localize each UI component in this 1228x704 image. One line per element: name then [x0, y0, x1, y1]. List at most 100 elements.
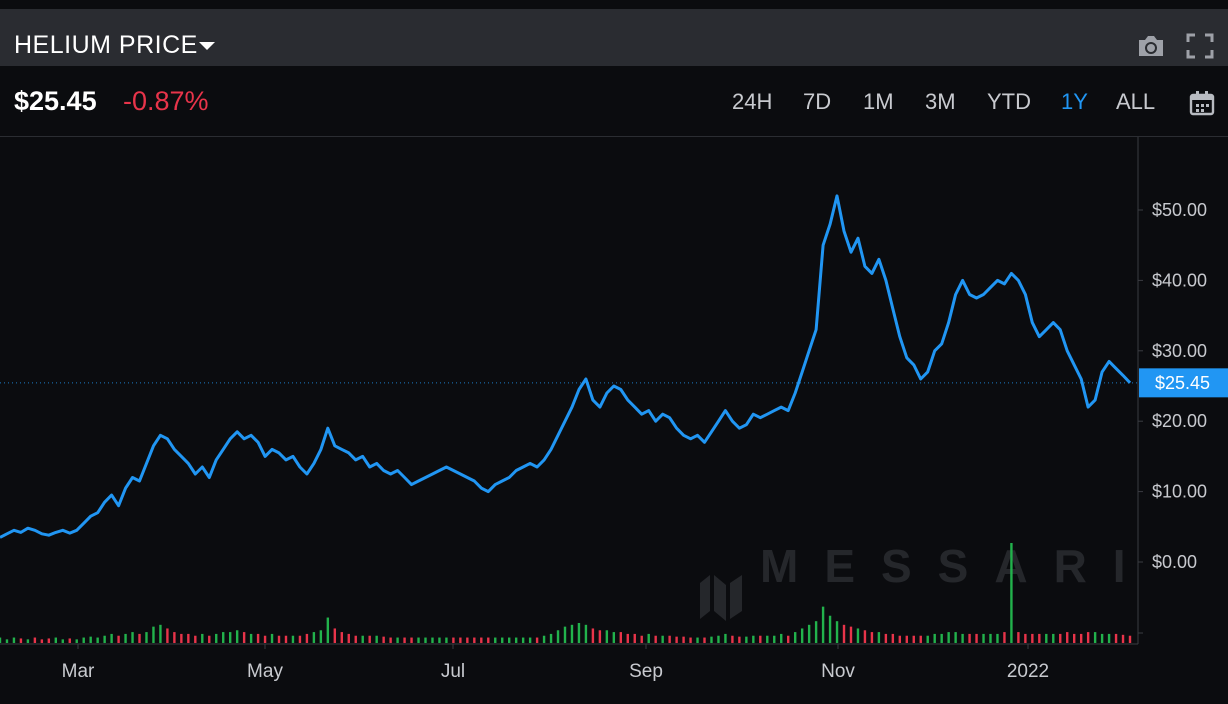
volume-bar: [933, 633, 936, 643]
volume-bar: [138, 633, 141, 643]
volume-bar: [773, 635, 776, 643]
volume-bar: [124, 633, 127, 643]
volume-bar: [661, 635, 664, 643]
volume-bar: [487, 637, 490, 643]
volume-bar: [807, 624, 811, 643]
volume-bar: [738, 636, 741, 643]
volume-bar: [619, 632, 623, 643]
volume-bar: [793, 632, 797, 643]
volume-bar: [696, 637, 699, 643]
volume-bar: [47, 638, 51, 643]
volume-bar: [940, 633, 943, 643]
volume-bar: [166, 628, 169, 643]
volume-bar: [626, 633, 629, 643]
volume-bar: [1045, 633, 1048, 643]
volume-bar: [291, 635, 295, 643]
volume-bar: [640, 635, 643, 643]
volume-bar: [382, 636, 385, 643]
watermark: MESSARI: [700, 540, 1126, 621]
top-strip: [0, 0, 1228, 9]
volume-bar: [856, 628, 860, 643]
volume-bar: [633, 633, 636, 643]
volume-bar: [800, 628, 804, 643]
volume-bar: [919, 635, 922, 643]
volume-bar: [724, 633, 727, 643]
volume-bar: [598, 630, 602, 643]
volume-bar: [459, 637, 462, 643]
volume-bars: [0, 543, 1132, 643]
y-tick-label: $50.00: [1152, 200, 1207, 220]
caret-down-icon[interactable]: [199, 42, 215, 50]
volume-bar: [410, 637, 413, 643]
messari-logo: [700, 575, 742, 621]
volume-bar: [542, 635, 546, 643]
price-series-line: [0, 194, 1132, 539]
volume-bar: [1066, 632, 1069, 643]
volume-bar: [1121, 634, 1125, 643]
volume-bar: [417, 637, 420, 643]
volume-bar: [947, 632, 950, 643]
volume-bar: [187, 633, 190, 643]
y-tick-label: $40.00: [1152, 270, 1207, 290]
range-3m[interactable]: 3M: [925, 89, 956, 114]
volume-bar: [277, 635, 281, 643]
volume-bar: [989, 633, 992, 643]
volume-bar: [61, 639, 64, 643]
volume-bar: [996, 633, 999, 643]
volume-bar: [242, 632, 246, 643]
x-tick-label: Sep: [629, 661, 663, 682]
volume-bar: [877, 632, 881, 643]
volume-bar: [863, 630, 867, 643]
volume-bar: [870, 632, 874, 643]
volume-bar: [222, 632, 225, 643]
volume-bar: [270, 633, 274, 643]
volume-bar: [912, 635, 915, 643]
range-24h[interactable]: 24H: [732, 89, 773, 114]
volume-bar: [1038, 633, 1041, 643]
volume-bar: [954, 632, 957, 643]
volume-bar: [905, 635, 908, 643]
price-change: -0.87%: [123, 86, 209, 116]
camera-icon[interactable]: [1136, 33, 1166, 59]
volume-bar: [961, 633, 964, 643]
volume-bar: [194, 635, 197, 643]
volume-bar: [361, 635, 364, 643]
volume-bar: [305, 633, 309, 643]
volume-bar: [835, 621, 839, 643]
volume-bar: [891, 633, 895, 643]
last-price-tag-background: [1139, 368, 1228, 398]
last-price-tag: $25.45: [1139, 368, 1228, 398]
volume-bar: [612, 632, 616, 643]
volume-bar: [431, 637, 434, 643]
volume-bar: [549, 633, 553, 643]
volume-bar: [452, 637, 455, 643]
range-1m[interactable]: 1M: [863, 89, 894, 114]
volume-bar: [731, 635, 734, 643]
y-tick-label: $10.00: [1152, 482, 1207, 502]
volume-bar: [898, 635, 902, 643]
chart-title[interactable]: HELIUM PRICE: [14, 31, 198, 59]
range-7d[interactable]: 7D: [803, 89, 832, 114]
volume-bar: [319, 630, 323, 643]
volume-bar: [689, 637, 692, 643]
volume-bar: [249, 633, 253, 643]
fullscreen-icon[interactable]: [1186, 33, 1214, 59]
volume-bar: [228, 632, 232, 643]
range-ytd[interactable]: YTD: [987, 89, 1031, 114]
volume-bar: [110, 633, 113, 643]
volume-bar: [256, 633, 260, 643]
range-all[interactable]: ALL: [1116, 89, 1156, 114]
volume-bar: [235, 630, 239, 643]
volume-bar: [117, 635, 120, 643]
volume-bar: [131, 632, 134, 643]
calendar-icon[interactable]: [1188, 89, 1216, 117]
volume-bar: [577, 623, 581, 643]
volume-bar: [514, 637, 518, 643]
volume-bar: [926, 635, 929, 643]
y-tick-label: $20.00: [1152, 411, 1207, 431]
volume-bar: [26, 639, 30, 643]
volume-bar: [521, 637, 525, 643]
volume-bar: [584, 624, 588, 643]
volume-bar: [849, 626, 853, 643]
range-1y[interactable]: 1Y: [1061, 89, 1088, 114]
